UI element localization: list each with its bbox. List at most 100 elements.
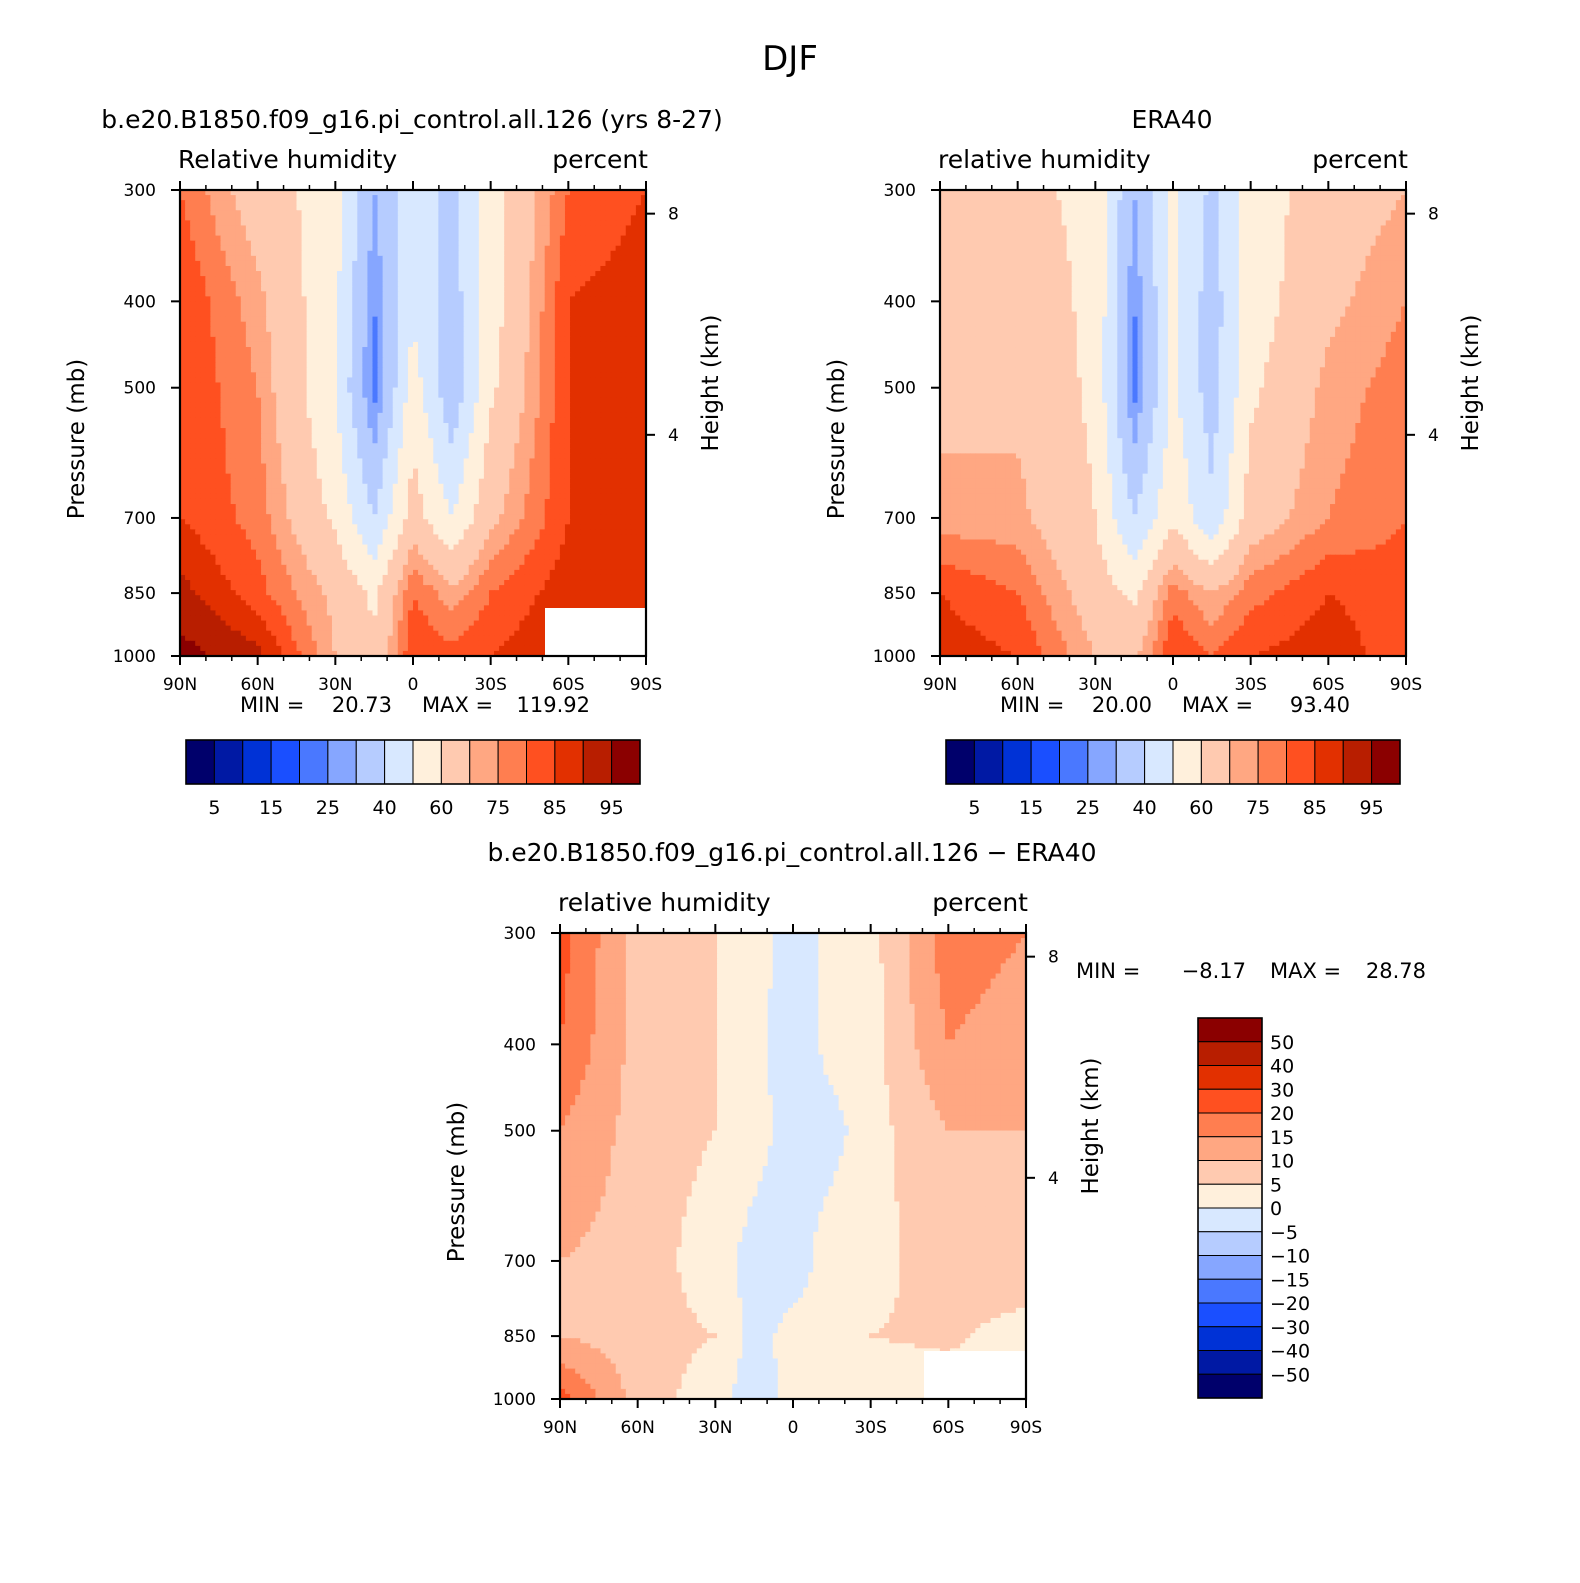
contour-cell bbox=[383, 377, 389, 383]
contour-cell bbox=[494, 317, 500, 323]
contour-cell bbox=[595, 332, 601, 338]
contour-cell bbox=[479, 372, 485, 378]
contour-cell bbox=[519, 195, 525, 201]
contour-cell bbox=[560, 291, 566, 297]
contour-cell bbox=[479, 281, 485, 287]
contour-cell bbox=[616, 403, 622, 409]
contour-cell bbox=[256, 352, 262, 358]
contour-cell bbox=[575, 453, 581, 459]
contour-cell bbox=[205, 418, 211, 424]
contour-cell bbox=[190, 337, 196, 343]
contour-cell bbox=[378, 423, 384, 429]
contour-cell bbox=[509, 231, 515, 237]
contour-cell bbox=[388, 195, 394, 201]
contour-cell bbox=[357, 301, 363, 307]
contour-cell bbox=[332, 347, 338, 353]
contour-cell bbox=[226, 433, 232, 439]
contour-cell bbox=[611, 357, 617, 363]
contour-cell bbox=[626, 352, 632, 358]
contour-cell bbox=[474, 443, 480, 449]
contour-cell bbox=[555, 251, 561, 257]
contour-cell bbox=[210, 261, 216, 267]
contour-cell bbox=[590, 403, 596, 409]
contour-cell bbox=[499, 261, 505, 267]
contour-cell bbox=[484, 231, 490, 237]
contour-cell bbox=[499, 312, 505, 318]
contour-cell bbox=[464, 382, 470, 388]
contour-cell bbox=[256, 307, 262, 313]
contour-cell bbox=[479, 246, 485, 252]
contour-cell bbox=[261, 200, 267, 206]
contour-cell bbox=[226, 281, 232, 287]
contour-cell bbox=[560, 393, 566, 399]
contour-cell bbox=[499, 246, 505, 252]
contour-cell bbox=[448, 256, 454, 262]
contour-cell bbox=[535, 296, 541, 302]
contour-cell bbox=[185, 231, 191, 237]
contour-cell bbox=[195, 291, 201, 297]
contour-cell bbox=[626, 433, 632, 439]
contour-cell bbox=[332, 276, 338, 282]
contour-cell bbox=[535, 307, 541, 313]
contour-cell bbox=[540, 433, 546, 439]
contour-cell bbox=[403, 423, 409, 429]
contour-cell bbox=[195, 377, 201, 383]
contour-cell bbox=[580, 225, 586, 231]
contour-cell bbox=[605, 393, 611, 399]
contour-cell bbox=[281, 296, 287, 302]
contour-cell bbox=[185, 428, 191, 434]
contour-cell bbox=[489, 418, 495, 424]
contour-cell bbox=[297, 231, 303, 237]
contour-cell bbox=[337, 241, 343, 247]
contour-cell bbox=[590, 317, 596, 323]
contour-cell bbox=[347, 332, 353, 338]
contour-cell bbox=[281, 372, 287, 378]
contour-cell bbox=[367, 423, 373, 429]
contour-cell bbox=[494, 261, 500, 267]
contour-cell bbox=[221, 322, 227, 328]
contour-cell bbox=[616, 276, 622, 282]
contour-cell bbox=[378, 301, 384, 307]
contour-cell bbox=[367, 281, 373, 287]
contour-cell bbox=[611, 291, 617, 297]
contour-cell bbox=[600, 443, 606, 449]
contour-cell bbox=[231, 276, 237, 282]
contour-cell bbox=[231, 322, 237, 328]
contour-cell bbox=[195, 205, 201, 211]
contour-cell bbox=[185, 296, 191, 302]
contour-cell bbox=[271, 367, 277, 373]
contour-cell bbox=[236, 266, 242, 272]
contour-cell bbox=[393, 398, 399, 404]
contour-cell bbox=[464, 332, 470, 338]
contour-cell bbox=[545, 367, 551, 373]
contour-cell bbox=[570, 362, 576, 368]
contour-cell bbox=[454, 418, 460, 424]
contour-cell bbox=[352, 220, 358, 226]
contour-cell bbox=[469, 377, 475, 383]
contour-cell bbox=[322, 225, 328, 231]
contour-cell bbox=[372, 433, 378, 439]
contour-cell bbox=[545, 281, 551, 287]
contour-cell bbox=[276, 403, 282, 409]
contour-cell bbox=[605, 286, 611, 292]
contour-cell bbox=[347, 458, 353, 464]
contour-cell bbox=[312, 388, 318, 394]
contour-cell bbox=[600, 377, 606, 383]
contour-cell bbox=[195, 256, 201, 262]
contour-cell bbox=[261, 281, 267, 287]
contour-cell bbox=[408, 357, 414, 363]
contour-cell bbox=[200, 398, 206, 404]
contour-cell bbox=[403, 372, 409, 378]
contour-cell bbox=[454, 428, 460, 434]
contour-cell bbox=[200, 236, 206, 242]
contour-cell bbox=[459, 342, 465, 348]
contour-cell bbox=[454, 458, 460, 464]
contour-cell bbox=[540, 220, 546, 226]
contour-cell bbox=[509, 342, 515, 348]
contour-cell bbox=[590, 418, 596, 424]
contour-cell bbox=[195, 251, 201, 257]
contour-cell bbox=[337, 458, 343, 464]
contour-cell bbox=[555, 312, 561, 318]
contour-cell bbox=[590, 231, 596, 237]
contour-cell bbox=[291, 352, 297, 358]
